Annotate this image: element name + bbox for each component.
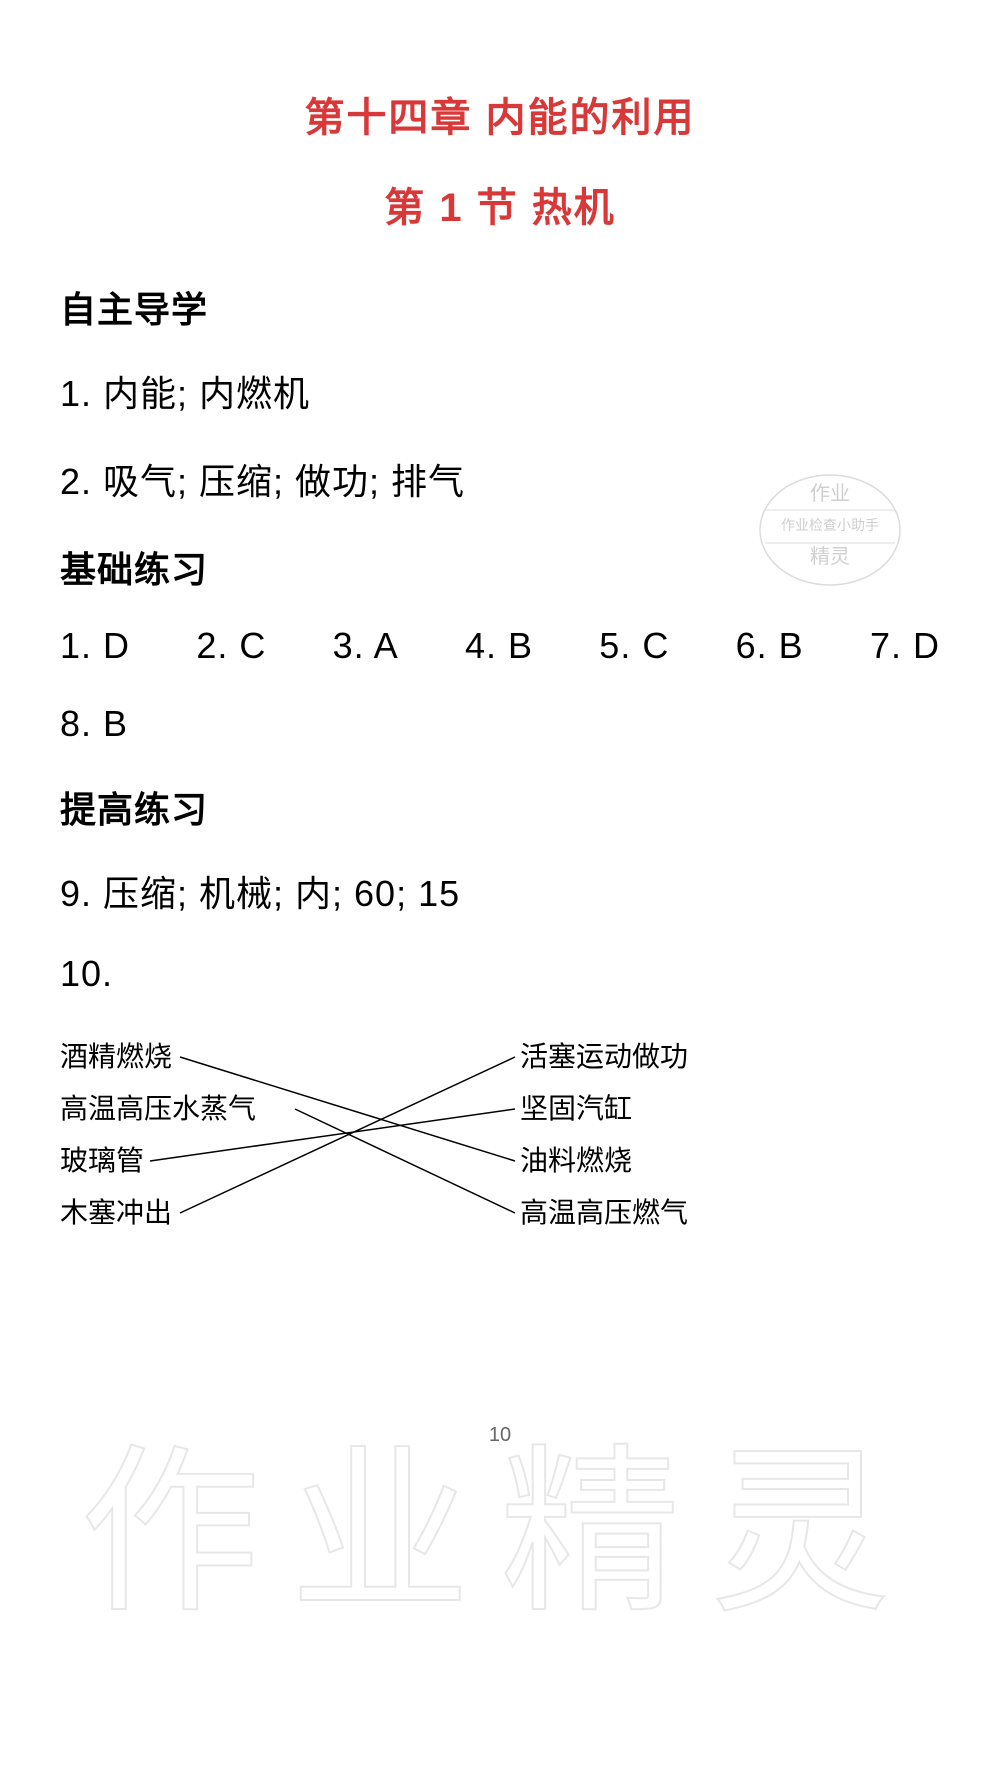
svg-text:精灵: 精灵 <box>810 545 850 568</box>
svg-text:作业: 作业 <box>810 482 850 505</box>
diagram-connectors <box>60 1031 820 1251</box>
basic-answer-4: 4. B <box>465 625 533 667</box>
basic-answer-3: 3. A <box>333 625 399 667</box>
self-study-answer-1: 1. 内能; 内燃机 <box>60 365 940 417</box>
basic-answer-1: 1. D <box>60 625 130 667</box>
page-number: 10 <box>489 1424 511 1447</box>
heading-self-study: 自主导学 <box>60 281 940 333</box>
basic-answer-8: 8. B <box>60 703 940 745</box>
basic-answer-7: 7. D <box>870 625 940 667</box>
basic-answer-6: 6. B <box>736 625 804 667</box>
matching-diagram: 酒精燃烧 高温高压水蒸气 玻璃管 木塞冲出 活塞运动做功 坚固汽缸 油料燃烧 高… <box>60 1031 820 1251</box>
advanced-answer-9: 9. 压缩; 机械; 内; 60; 15 <box>60 865 940 917</box>
basic-answer-row-1: 1. D 2. C 3. A 4. B 5. C 6. B 7. D <box>60 625 940 667</box>
advanced-answer-10: 10. <box>60 953 940 995</box>
watermark-stamp: 作业 作业检查小助手 精灵 <box>750 465 910 595</box>
chapter-title: 第十四章 内能的利用 <box>60 85 940 143</box>
basic-answer-2: 2. C <box>196 625 266 667</box>
heading-advanced-practice: 提高练习 <box>60 781 940 833</box>
svg-text:作业检查小助手: 作业检查小助手 <box>781 518 879 534</box>
basic-answer-5: 5. C <box>599 625 669 667</box>
section-title: 第 1 节 热机 <box>60 175 940 233</box>
